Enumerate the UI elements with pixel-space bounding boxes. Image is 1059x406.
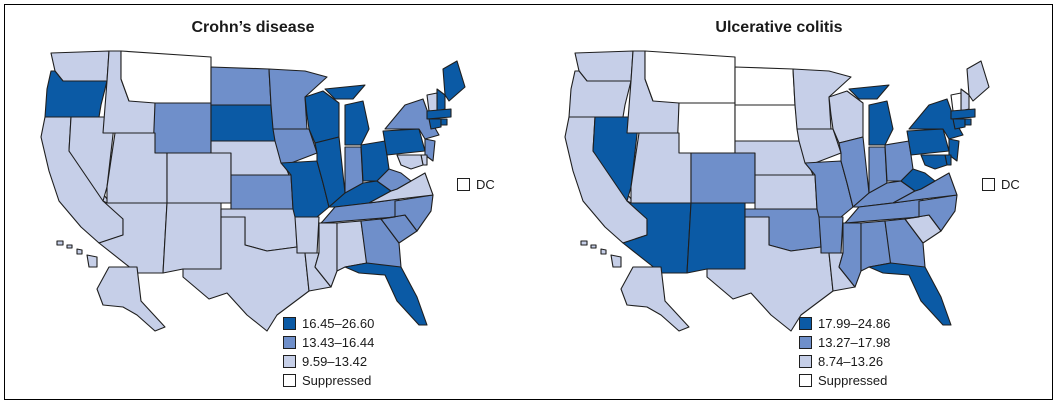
legend-swatch [799,336,812,349]
state-tx [706,216,834,332]
state-mt [644,50,736,104]
state-nd [210,66,272,106]
state-ak [620,266,690,332]
legend-swatch [799,317,812,330]
map-legend: 17.99–24.86 13.27–17.98 8.74–13.26 Suppr… [799,314,890,390]
legend-label: 9.59–13.42 [302,354,368,369]
state-ri [440,118,448,126]
state-nh [960,88,970,112]
state-nm [162,202,222,274]
state-nh [436,88,446,112]
state-mi [324,84,370,146]
state-ri [964,118,972,126]
figure-frame: Crohn’s disease DC 16.45–26.60 13.43–16.… [4,4,1053,400]
dc-indicator: DC [982,177,1020,192]
legend-item: 17.99–24.86 [799,314,890,333]
state-ct [952,118,966,130]
state-ga [360,218,402,268]
legend-swatch [799,355,812,368]
state-il [838,136,870,208]
legend-label: 16.45–26.60 [302,316,375,331]
state-nd [734,66,796,106]
state-co [166,152,232,204]
dc-swatch [457,178,470,191]
legend-label: 17.99–24.86 [818,316,891,331]
state-md [396,154,424,170]
legend-item: Suppressed [283,371,374,390]
state-fl [344,262,428,326]
state-mn [792,68,852,130]
state-nm [686,202,746,274]
state-ia [796,128,842,164]
map-title: Ulcerative colitis [715,19,843,36]
legend-label: Suppressed [818,373,888,388]
state-fl [868,262,952,326]
state-pa [906,128,950,156]
state-wv [376,168,412,192]
state-ar [818,216,844,254]
legend-swatch [283,336,296,349]
legend-item: Suppressed [799,371,890,390]
state-il [314,136,346,208]
state-or [568,70,632,118]
state-mi [848,84,894,146]
state-co [690,152,756,204]
state-tx [182,216,310,332]
state-ia [272,128,318,164]
state-md [920,154,948,170]
state-ar [294,216,320,254]
state-wy [676,102,736,154]
state-sd [210,104,276,142]
state-ks [230,174,294,210]
legend-item: 9.59–13.42 [283,352,374,371]
dc-label: DC [1001,177,1020,192]
dc-label: DC [476,177,495,192]
state-me [442,60,466,102]
legend-label: 8.74–13.26 [818,354,884,369]
legend-label: 13.43–16.44 [302,335,375,350]
us-choropleth-map [564,50,990,332]
state-nc [380,194,434,232]
state-mt [120,50,212,104]
state-me [966,60,990,102]
legend-item: 8.74–13.26 [799,352,890,371]
map-legend: 16.45–26.60 13.43–16.44 9.59–13.42 Suppr… [283,314,374,390]
map-title: Crohn’s disease [191,19,315,36]
state-ga [884,218,926,268]
legend-item: 13.43–16.44 [283,333,374,352]
state-ak [96,266,166,332]
state-sd [734,104,800,142]
legend-swatch [283,317,296,330]
map-panel-ulcerative-colitis: Ulcerative colitis DC 17.99–24.86 13.27–… [529,5,1049,399]
legend-item: 13.27–17.98 [799,333,890,352]
dc-swatch [982,178,995,191]
state-ks [754,174,818,210]
state-hi [580,240,622,268]
legend-swatch [283,355,296,368]
state-nc [904,194,958,232]
state-hi [56,240,98,268]
map-panel-crohns: Crohn’s disease DC 16.45–26.60 13.43–16.… [5,5,525,399]
state-wv [900,168,936,192]
state-or [44,70,108,118]
legend-label: 13.27–17.98 [818,335,891,350]
legend-swatch [799,374,812,387]
state-vt [426,92,438,112]
state-ma [426,108,452,120]
state-ma [950,108,976,120]
state-wy [152,102,212,154]
state-mn [268,68,328,130]
state-pa [382,128,426,156]
state-vt [950,92,962,112]
state-ct [428,118,442,130]
dc-indicator: DC [457,177,495,192]
legend-item: 16.45–26.60 [283,314,374,333]
legend-swatch [283,374,296,387]
legend-label: Suppressed [302,373,372,388]
us-choropleth-map [40,50,466,332]
